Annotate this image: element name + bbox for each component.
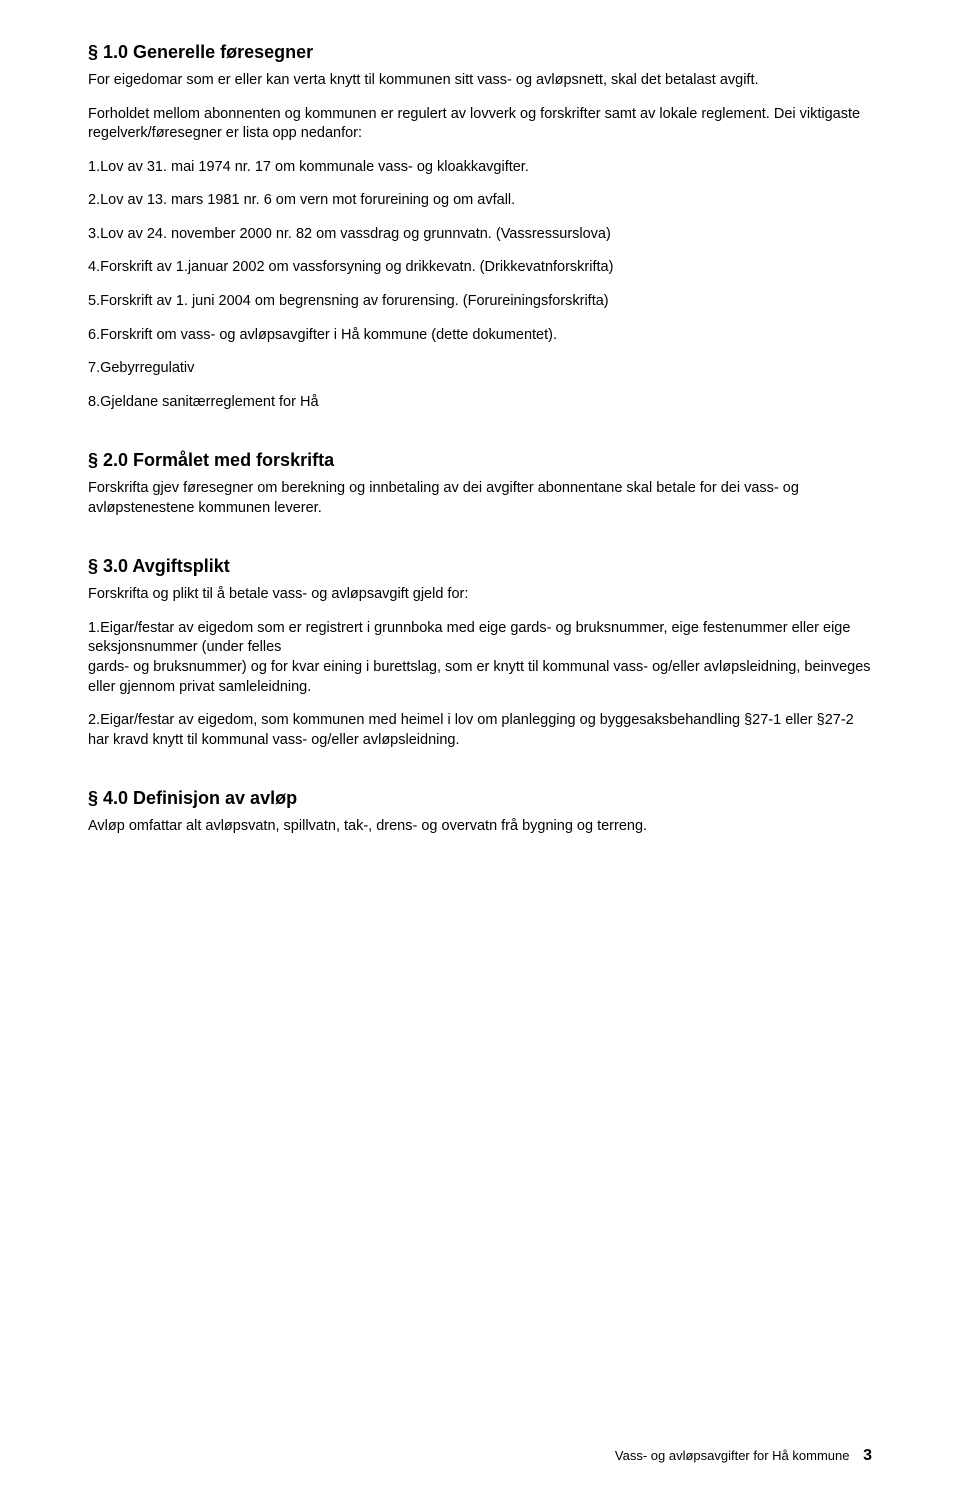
section-1: § 1.0 Generelle føresegner For eigedomar… bbox=[88, 42, 872, 412]
section-1-item-8: 8.Gjeldane sanitærreglement for Hå bbox=[88, 393, 872, 413]
section-1-item-1: 1.Lov av 31. mai 1974 nr. 17 om kommunal… bbox=[88, 158, 872, 178]
section-1-item-5: 5.Forskrift av 1. juni 2004 om begrensni… bbox=[88, 292, 872, 312]
section-1-item-6: 6.Forskrift om vass- og avløpsavgifter i… bbox=[88, 326, 872, 346]
section-3-para-2: 1.Eigar/festar av eigedom som er registr… bbox=[88, 619, 872, 697]
section-1-item-4: 4.Forskrift av 1.januar 2002 om vassfors… bbox=[88, 258, 872, 278]
section-3: § 3.0 Avgiftsplikt Forskrifta og plikt t… bbox=[88, 556, 872, 750]
section-2: § 2.0 Formålet med forskrifta Forskrifta… bbox=[88, 450, 872, 518]
section-1-item-3: 3.Lov av 24. november 2000 nr. 82 om vas… bbox=[88, 225, 872, 245]
section-1-para-2: Forholdet mellom abonnenten og kommunen … bbox=[88, 105, 872, 144]
section-1-item-7: 7.Gebyrregulativ bbox=[88, 359, 872, 379]
section-1-item-2: 2.Lov av 13. mars 1981 nr. 6 om vern mot… bbox=[88, 191, 872, 211]
section-4-para-1: Avløp omfattar alt avløpsvatn, spillvatn… bbox=[88, 817, 872, 837]
section-3-para-3: 2.Eigar/festar av eigedom, som kommunen … bbox=[88, 711, 872, 750]
section-4-heading: § 4.0 Definisjon av avløp bbox=[88, 788, 872, 809]
section-3-heading: § 3.0 Avgiftsplikt bbox=[88, 556, 872, 577]
footer-text: Vass- og avløpsavgifter for Hå kommune bbox=[615, 1448, 850, 1463]
section-1-heading: § 1.0 Generelle føresegner bbox=[88, 42, 872, 63]
section-3-para-1: Forskrifta og plikt til å betale vass- o… bbox=[88, 585, 872, 605]
page-footer: Vass- og avløpsavgifter for Hå kommune 3 bbox=[615, 1447, 872, 1465]
section-2-heading: § 2.0 Formålet med forskrifta bbox=[88, 450, 872, 471]
section-1-para-1: For eigedomar som er eller kan verta kny… bbox=[88, 71, 872, 91]
section-4: § 4.0 Definisjon av avløp Avløp omfattar… bbox=[88, 788, 872, 837]
section-2-para-1: Forskrifta gjev føresegner om berekning … bbox=[88, 479, 872, 518]
page-number: 3 bbox=[863, 1447, 872, 1464]
